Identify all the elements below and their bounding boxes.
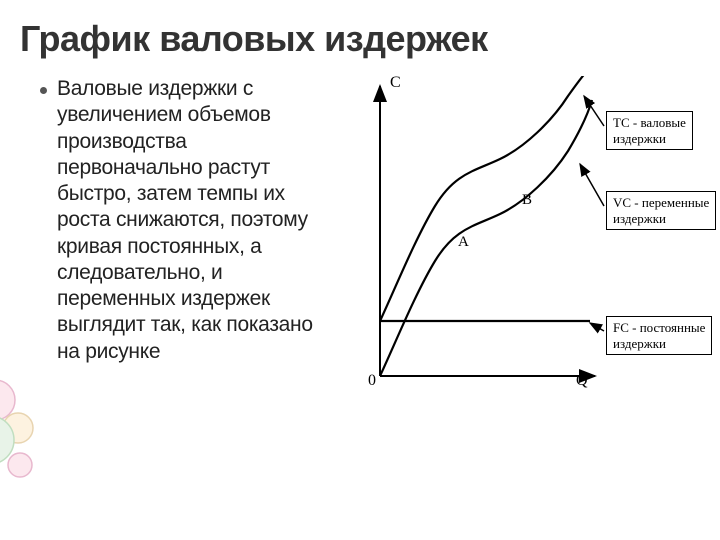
- vc-label-box: VC - переменные издержки: [606, 191, 716, 230]
- chart-column: С Q 0 A B ТС - валовые издержки VC - пер…: [340, 76, 710, 411]
- fc-label-line2: издержки: [613, 336, 666, 351]
- vc-label-line2: издержки: [613, 211, 666, 226]
- text-column: Валовые издержки с увеличением объемов п…: [40, 76, 340, 411]
- tc-label-line2: издержки: [613, 131, 666, 146]
- bullet-text: Валовые издержки с увеличением объемов п…: [57, 76, 330, 365]
- vc-label-line1: VC - переменные: [613, 195, 709, 210]
- tc-label-box: ТС - валовые издержки: [606, 111, 693, 150]
- y-axis-label: С: [390, 74, 401, 92]
- content-row: Валовые издержки с увеличением объемов п…: [0, 66, 720, 411]
- fc-label-box: FC - постоянные издержки: [606, 316, 712, 355]
- point-b-label: B: [522, 192, 532, 209]
- bullet-dot-icon: [40, 87, 47, 94]
- tc-label-line1: ТС - валовые: [613, 115, 686, 130]
- origin-label: 0: [368, 372, 376, 390]
- point-a-label: A: [458, 234, 469, 251]
- fc-label-line1: FC - постоянные: [613, 320, 705, 335]
- slide-title: График валовых издержек: [0, 0, 720, 66]
- bullet-item: Валовые издержки с увеличением объемов п…: [40, 76, 330, 365]
- x-axis-label: Q: [576, 372, 588, 390]
